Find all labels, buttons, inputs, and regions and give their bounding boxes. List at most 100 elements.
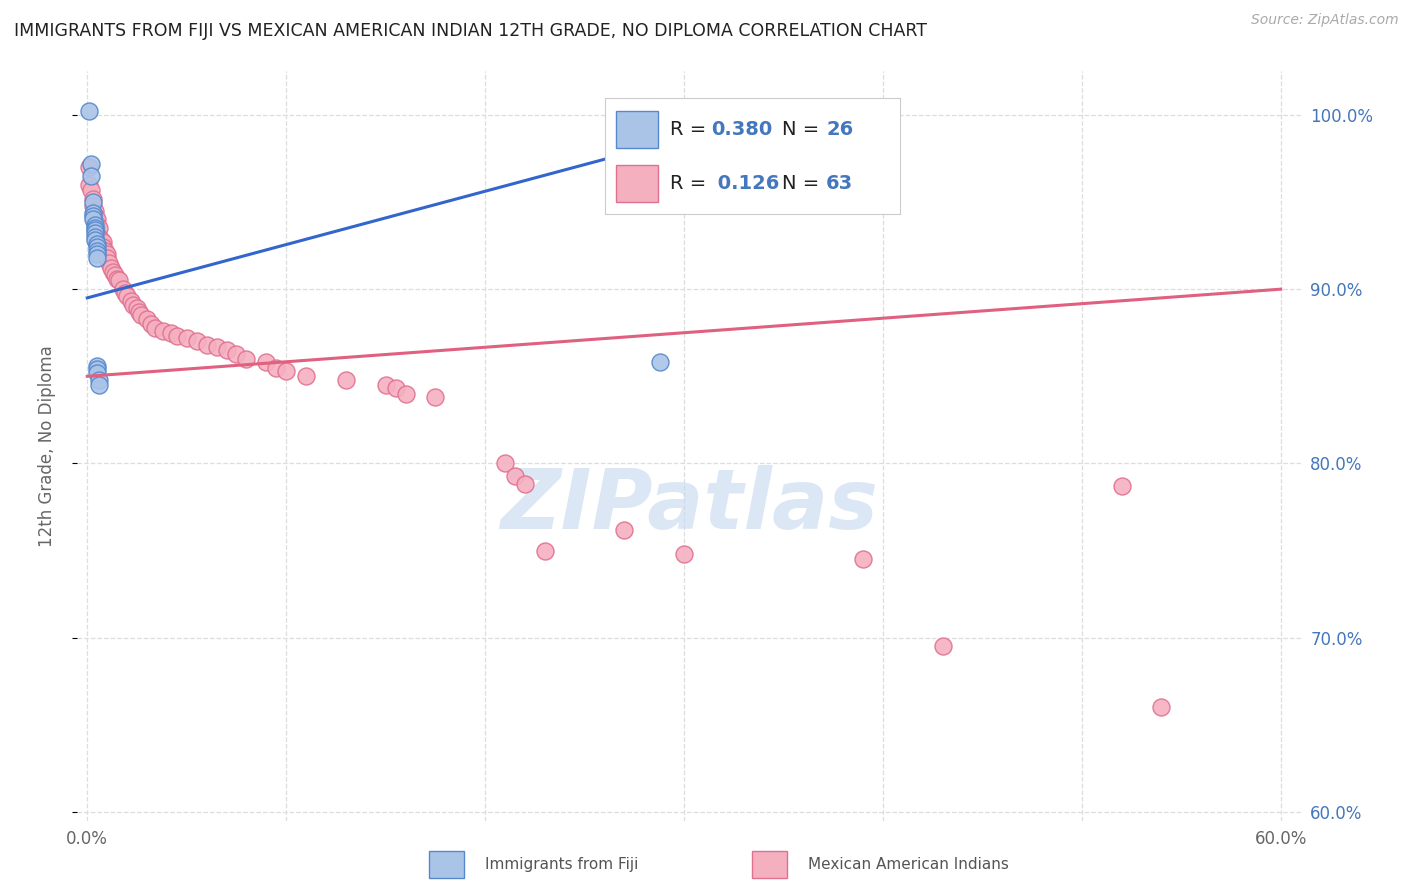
Point [82, 205, 104, 219]
Point [82, 209, 104, 223]
Point [1111, 479, 1133, 493]
Point [90, 233, 112, 247]
Point [86, 244, 108, 258]
Point [276, 364, 298, 378]
Point [105, 271, 128, 285]
Point [86, 212, 108, 227]
Point [195, 338, 218, 352]
Point [89, 230, 111, 244]
Point [125, 301, 148, 316]
Point [425, 390, 447, 404]
Point [503, 468, 526, 483]
Point [82, 195, 104, 210]
Text: Source: ZipAtlas.com: Source: ZipAtlas.com [1251, 13, 1399, 28]
Point [215, 343, 238, 358]
Point [104, 268, 127, 283]
Point [77, 178, 100, 192]
Point [82, 212, 104, 227]
Point [186, 334, 208, 349]
Text: 0.126: 0.126 [711, 175, 779, 194]
Point [84, 218, 107, 232]
Point [86, 359, 108, 373]
Point [394, 386, 416, 401]
Point [254, 355, 277, 369]
Point [264, 360, 287, 375]
Point [152, 324, 174, 338]
Point [235, 351, 257, 366]
Point [176, 331, 198, 345]
Point [82, 198, 104, 212]
Point [86, 240, 108, 254]
Point [96, 251, 118, 265]
Point [84, 227, 107, 241]
Point [384, 382, 406, 396]
Point [96, 247, 118, 261]
Point [84, 221, 107, 235]
Text: Mexican American Indians: Mexican American Indians [808, 857, 1010, 871]
Point [122, 298, 145, 312]
Text: R =: R = [669, 120, 711, 139]
Point [494, 457, 516, 471]
Text: N =: N = [782, 175, 825, 194]
Point [159, 326, 181, 340]
Point [84, 223, 107, 237]
Point [86, 247, 108, 261]
Point [374, 378, 396, 392]
Point [648, 355, 671, 369]
Point [931, 640, 953, 654]
Point [82, 192, 104, 206]
Point [139, 317, 162, 331]
Point [533, 543, 555, 558]
Text: Immigrants from Fiji: Immigrants from Fiji [485, 857, 638, 871]
Point [89, 373, 111, 387]
Point [89, 221, 111, 235]
Point [101, 265, 124, 279]
FancyBboxPatch shape [616, 111, 658, 148]
Point [115, 289, 138, 303]
Point [225, 346, 247, 360]
Text: 0.380: 0.380 [711, 120, 772, 139]
Point [108, 273, 131, 287]
Point [143, 320, 166, 334]
Point [91, 240, 114, 254]
Point [1150, 700, 1173, 714]
Point [136, 311, 159, 326]
Point [77, 160, 100, 174]
Point [98, 256, 121, 270]
Text: IMMIGRANTS FROM FIJI VS MEXICAN AMERICAN INDIAN 12TH GRADE, NO DIPLOMA CORRELATI: IMMIGRANTS FROM FIJI VS MEXICAN AMERICAN… [14, 22, 927, 40]
Point [295, 369, 318, 384]
Point [120, 294, 142, 309]
Point [86, 362, 108, 376]
Point [84, 230, 107, 244]
Point [335, 373, 357, 387]
Point [80, 157, 103, 171]
Point [513, 477, 536, 491]
Point [84, 203, 107, 218]
Point [112, 282, 135, 296]
Point [128, 305, 150, 319]
Text: 26: 26 [827, 120, 853, 139]
Point [778, 103, 800, 117]
Point [86, 218, 108, 232]
Point [86, 251, 108, 265]
Y-axis label: 12th Grade, No Diploma: 12th Grade, No Diploma [38, 345, 56, 547]
Point [89, 378, 111, 392]
Text: R =: R = [669, 175, 711, 194]
Point [205, 340, 228, 354]
Point [129, 308, 152, 322]
Point [84, 233, 107, 247]
Point [77, 104, 100, 119]
Point [86, 236, 108, 251]
Point [91, 235, 114, 249]
Point [100, 261, 122, 276]
Point [638, 141, 661, 155]
Point [613, 523, 636, 537]
Point [94, 244, 117, 258]
Point [166, 329, 188, 343]
Point [84, 209, 107, 223]
Text: 63: 63 [827, 175, 853, 194]
Point [86, 366, 108, 380]
Text: N =: N = [782, 120, 825, 139]
Point [114, 285, 136, 300]
Point [672, 547, 695, 561]
